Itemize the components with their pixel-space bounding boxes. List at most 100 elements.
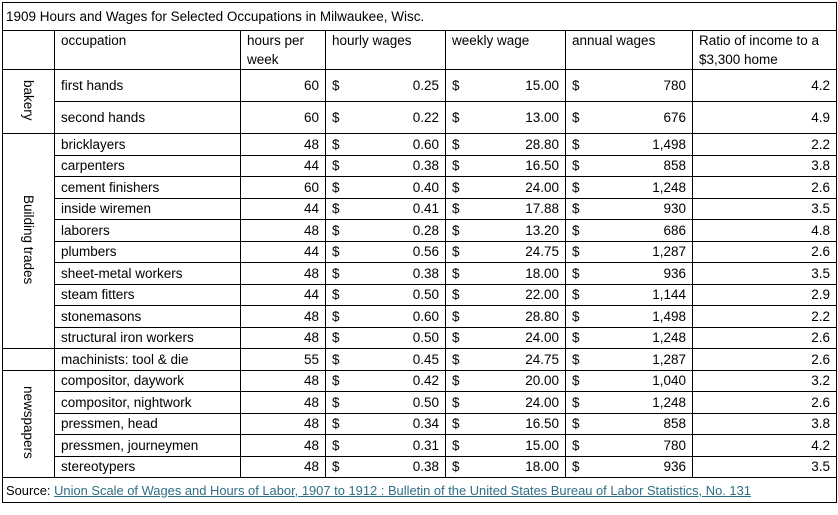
money-cell: $16.50 bbox=[445, 154, 566, 177]
header-cell: occupation bbox=[54, 30, 241, 70]
money-cell: $18.00 bbox=[445, 262, 566, 285]
money-cell: $0.38 bbox=[325, 154, 446, 177]
money: $0.22 bbox=[332, 110, 439, 125]
number-cell: 44 bbox=[240, 154, 326, 177]
money: $28.80 bbox=[452, 309, 559, 324]
money: $0.41 bbox=[332, 201, 439, 216]
money-cell: $16.50 bbox=[445, 412, 566, 435]
data-row: carpenters 44 $0.38 $16.50 $858 3.8 bbox=[3, 154, 837, 177]
number-cell: 48 bbox=[240, 262, 326, 285]
cell-value: 0.25 bbox=[412, 78, 439, 93]
money: $20.00 bbox=[452, 373, 559, 388]
money: $0.60 bbox=[332, 137, 439, 152]
cell-value: 0.31 bbox=[412, 437, 439, 453]
money-cell: $1,248 bbox=[565, 326, 693, 349]
cell-value: 1,248 bbox=[652, 179, 686, 195]
data-row: plumbers 44 $0.56 $24.75 $1,287 2.6 bbox=[3, 240, 837, 263]
currency-symbol: $ bbox=[452, 394, 460, 410]
number-cell: 48 bbox=[240, 412, 326, 435]
currency-symbol: $ bbox=[332, 330, 340, 346]
currency-symbol: $ bbox=[572, 179, 580, 195]
occupation-cell: bricklayers bbox=[54, 133, 241, 156]
number-cell: 3.5 bbox=[692, 455, 837, 478]
occupation-cell: carpenters bbox=[54, 154, 241, 177]
source-cell: Source: Union Scale of Wages and Hours o… bbox=[2, 477, 837, 503]
cell-value: 0.34 bbox=[412, 416, 439, 432]
money-cell: $0.28 bbox=[325, 219, 446, 242]
cell-value: 686 bbox=[663, 222, 686, 238]
currency-symbol: $ bbox=[572, 330, 580, 346]
currency-symbol: $ bbox=[572, 373, 580, 389]
number-cell: 2.6 bbox=[692, 348, 837, 371]
number-cell: 48 bbox=[240, 326, 326, 349]
occupation-cell: structural iron workers bbox=[54, 326, 241, 349]
currency-symbol: $ bbox=[572, 78, 580, 93]
money-cell: $686 bbox=[565, 219, 693, 242]
money: $0.31 bbox=[332, 438, 439, 453]
cell-value: 15.00 bbox=[525, 78, 559, 93]
money: $1,040 bbox=[572, 373, 686, 388]
currency-symbol: $ bbox=[452, 459, 460, 475]
number-cell: 3.8 bbox=[692, 412, 837, 435]
currency-symbol: $ bbox=[332, 351, 340, 367]
cell-value: 1,498 bbox=[652, 136, 686, 152]
cell-value: 0.42 bbox=[412, 373, 439, 389]
money: $15.00 bbox=[452, 438, 559, 453]
number-cell: 4.8 bbox=[692, 219, 837, 242]
data-row: structural iron workers 48 $0.50 $24.00 $1,2… bbox=[3, 326, 837, 349]
money: $1,248 bbox=[572, 180, 686, 195]
currency-symbol: $ bbox=[452, 244, 460, 260]
header-cell: annual wages bbox=[565, 30, 693, 70]
money-cell: $1,287 bbox=[565, 348, 693, 371]
occupation-cell: first hands bbox=[54, 69, 241, 102]
currency-symbol: $ bbox=[452, 222, 460, 238]
money-cell: $13.20 bbox=[445, 219, 566, 242]
data-row: stonemasons 48 $0.60 $28.80 $1,498 2.2 bbox=[3, 305, 837, 328]
occupation-cell: pressmen, journeymen bbox=[54, 434, 241, 457]
group-label: bakery bbox=[21, 79, 36, 121]
currency-symbol: $ bbox=[452, 437, 460, 453]
group-label: newspapers bbox=[21, 385, 36, 459]
data-row: Building trades bricklayers 48 $0.60 $28.80 $… bbox=[2, 133, 837, 349]
money: $676 bbox=[572, 110, 686, 125]
currency-symbol: $ bbox=[332, 437, 340, 453]
money-cell: $1,498 bbox=[565, 133, 693, 156]
money-cell: $22.00 bbox=[445, 283, 566, 306]
currency-symbol: $ bbox=[332, 78, 340, 93]
data-row: inside wiremen 44 $0.41 $17.88 $930 3.5 bbox=[3, 197, 837, 220]
number-cell: 3.5 bbox=[692, 197, 837, 220]
money-cell: $0.25 bbox=[325, 69, 446, 102]
occupation-cell: compositor, daywork bbox=[54, 369, 241, 392]
cell-value: 1,498 bbox=[652, 308, 686, 324]
money: $0.25 bbox=[332, 78, 439, 93]
currency-symbol: $ bbox=[332, 308, 340, 324]
money: $0.38 bbox=[332, 266, 439, 281]
cell-value: 0.56 bbox=[412, 244, 439, 260]
header-cell: weekly wage bbox=[445, 30, 566, 70]
occupation-cell: second hands bbox=[54, 101, 241, 134]
money-cell: $0.34 bbox=[325, 412, 446, 435]
cell-value: 13.20 bbox=[525, 222, 559, 238]
cell-value: 0.60 bbox=[412, 136, 439, 152]
cell-value: 16.50 bbox=[525, 158, 559, 174]
cell-value: 28.80 bbox=[525, 136, 559, 152]
currency-symbol: $ bbox=[332, 158, 340, 174]
money-cell: $24.75 bbox=[445, 240, 566, 263]
money-cell: $28.80 bbox=[445, 133, 566, 156]
money: $24.75 bbox=[452, 352, 559, 367]
number-cell: 48 bbox=[240, 455, 326, 478]
currency-symbol: $ bbox=[332, 244, 340, 260]
cell-value: 18.00 bbox=[525, 265, 559, 281]
source-link[interactable]: Union Scale of Wages and Hours of Labor,… bbox=[54, 482, 751, 498]
cell-value: 17.88 bbox=[525, 201, 559, 217]
money: $1,287 bbox=[572, 244, 686, 259]
header-cell: hourly wages bbox=[325, 30, 446, 70]
cell-value: 0.50 bbox=[412, 330, 439, 346]
money-cell: $0.40 bbox=[325, 176, 446, 199]
number-cell: 60 bbox=[240, 101, 326, 134]
money: $18.00 bbox=[452, 266, 559, 281]
data-row: second hands 60 $0.22 $13.00 $676 4.9 bbox=[3, 101, 837, 134]
wage-table: 1909 Hours and Wages for Selected Occupa… bbox=[2, 2, 837, 503]
money-cell: $24.00 bbox=[445, 176, 566, 199]
occupation-cell: compositor, nightwork bbox=[54, 391, 241, 414]
